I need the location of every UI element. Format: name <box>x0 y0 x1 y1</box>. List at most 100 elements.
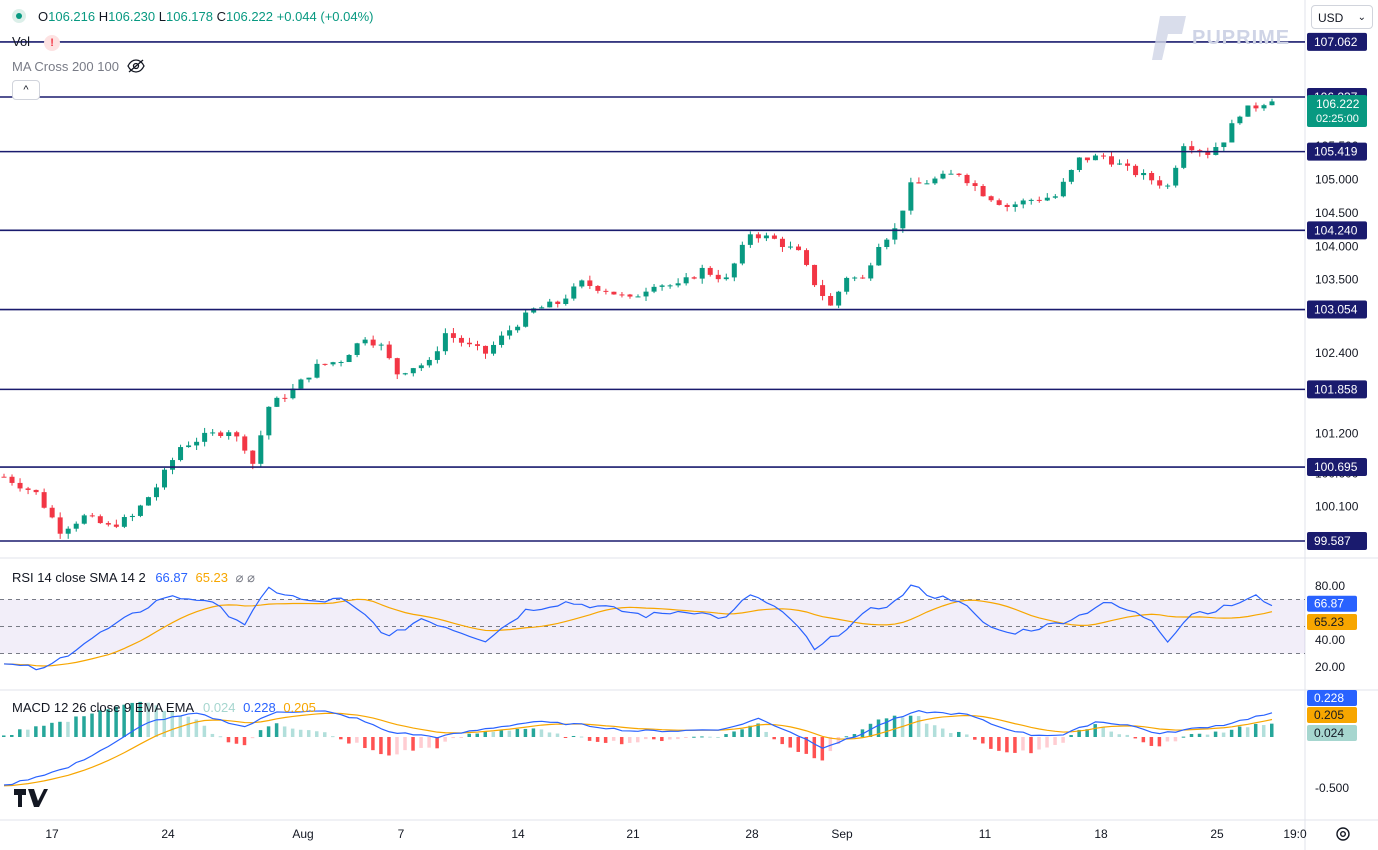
candle-body <box>876 246 882 266</box>
candle-body <box>892 228 898 240</box>
macd-histogram-bar <box>491 731 496 737</box>
macd-histogram-bar <box>828 737 833 752</box>
level-price-label: 105.419 <box>1314 145 1358 159</box>
macd-histogram-bar <box>812 737 817 759</box>
candle-body <box>121 517 127 527</box>
macd-histogram-bar <box>242 737 247 746</box>
candle-body <box>940 173 946 179</box>
last-price-label: 106.222 <box>1316 97 1360 111</box>
macd-histogram-bar <box>2 735 6 737</box>
candle-body <box>73 523 79 529</box>
empty-value-icon: ⌀ ⌀ <box>235 570 255 585</box>
candle-body <box>956 173 962 175</box>
macd-histogram-bar <box>138 701 142 737</box>
candle-body <box>499 335 505 345</box>
macd-histogram-bar <box>395 737 399 755</box>
macd-signal-value-tag-label: 0.205 <box>1314 708 1344 722</box>
macd-histogram-bar <box>973 737 977 740</box>
candle-body <box>587 280 593 286</box>
macd-histogram-bar <box>194 719 199 737</box>
time-axis-label: 28 <box>745 827 759 841</box>
currency-selector[interactable]: USD ⌄ <box>1311 5 1373 29</box>
macd-histogram-bar <box>836 737 841 744</box>
candle-body <box>667 285 673 287</box>
macd-histogram-bar <box>908 715 913 737</box>
ma-cross-indicator-label[interactable]: MA Cross 200 100 <box>12 58 145 74</box>
macd-histogram-bar <box>716 736 720 738</box>
warning-icon[interactable]: ! <box>44 35 61 51</box>
rsi-legend[interactable]: RSI 14 close SMA 14 2 66.87 65.23 ⌀ ⌀ <box>12 570 255 585</box>
macd-histogram-bar <box>459 737 463 738</box>
tradingview-logo-icon <box>14 789 48 807</box>
candle-body <box>868 265 874 279</box>
candle-body <box>1253 105 1259 109</box>
candle-body <box>948 173 954 175</box>
candle-body <box>683 277 689 284</box>
time-axis-label: 11 <box>979 827 992 841</box>
level-price-tag <box>1307 300 1367 319</box>
macd-histogram-bar <box>1189 734 1194 737</box>
gear-icon[interactable] <box>1334 825 1352 843</box>
macd-histogram-bar <box>940 728 945 737</box>
macd-histogram-bar <box>900 717 905 737</box>
macd-histogram-bar <box>804 737 809 754</box>
macd-histogram-bar <box>1181 736 1186 738</box>
candle-body <box>242 436 248 451</box>
time-axis-label: Aug <box>292 827 313 841</box>
macd-value-tag <box>1307 690 1357 706</box>
macd-histogram-bar <box>306 730 311 737</box>
macd-histogram-bar <box>507 730 512 737</box>
candle-body <box>137 505 143 516</box>
macd-histogram-bar <box>587 737 592 741</box>
macd-histogram-bar <box>884 718 889 737</box>
candle-body <box>49 507 55 518</box>
candle-body <box>394 358 400 375</box>
macd-histogram-bar <box>868 723 873 737</box>
macd-histogram-bar <box>627 737 632 743</box>
macd-histogram-bar <box>948 733 953 737</box>
eye-hidden-icon[interactable] <box>127 58 145 74</box>
macd-histogram-bar <box>579 736 584 738</box>
candle-body <box>234 432 240 437</box>
time-axis-label: Sep <box>831 827 853 841</box>
macd-histogram-bar <box>1021 737 1025 751</box>
time-axis-label: 19:0 <box>1283 827 1307 841</box>
candle-body <box>33 489 39 493</box>
candle-body <box>153 487 159 498</box>
last-price-tag <box>1307 95 1367 128</box>
price-axis-label: 102.400 <box>1315 346 1359 360</box>
candle-body <box>402 373 408 375</box>
macd-histogram-bar <box>355 737 359 743</box>
macd-histogram-bar <box>748 725 752 737</box>
macd-histogram-bar <box>563 737 568 738</box>
macd-histogram-bar <box>523 728 528 737</box>
candle-body <box>916 182 922 184</box>
candle-body <box>17 482 23 489</box>
macd-histogram-bar <box>732 731 736 737</box>
candle-body <box>162 469 168 488</box>
macd-histogram-bar <box>724 734 728 737</box>
macd-histogram-bar <box>740 729 744 737</box>
collapse-legend-button[interactable]: ^ <box>12 80 40 100</box>
macd-histogram-bar <box>1221 732 1226 737</box>
candle-body <box>458 337 464 343</box>
candle-body <box>555 301 561 304</box>
bar-countdown-label: 02:25:00 <box>1316 113 1359 125</box>
level-price-label: 104.240 <box>1314 223 1358 237</box>
price-axis-label: 105.000 <box>1315 173 1359 187</box>
macd-histogram-bar <box>258 730 263 737</box>
market-status-icon <box>12 9 26 23</box>
macd-histogram-bar <box>499 730 504 737</box>
candle-body <box>9 476 15 483</box>
candle-body <box>836 291 842 306</box>
macd-histogram-bar <box>539 729 544 737</box>
macd-histogram-bar <box>595 737 600 742</box>
macd-histogram-bar <box>74 716 78 737</box>
macd-histogram-bar <box>1213 731 1218 737</box>
vol-indicator-label[interactable]: Vol! <box>12 34 61 51</box>
candle-body <box>370 339 376 346</box>
macd-legend[interactable]: MACD 12 26 close 9 EMA EMA 0.024 0.228 0… <box>12 700 316 715</box>
macd-histogram-bar <box>668 737 672 740</box>
candle-body <box>89 515 95 517</box>
